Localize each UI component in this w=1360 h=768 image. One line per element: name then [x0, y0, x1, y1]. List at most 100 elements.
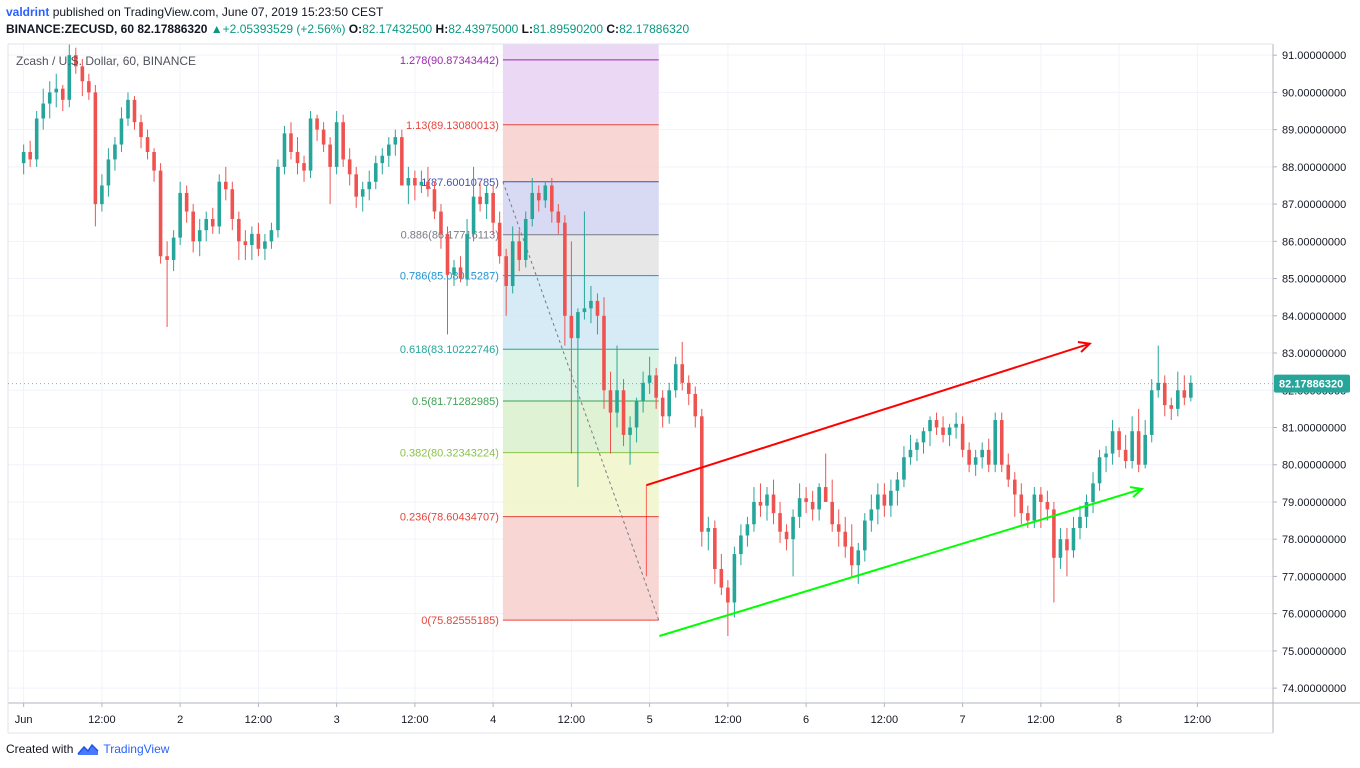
candle-body — [354, 174, 358, 197]
candle-body — [393, 137, 398, 145]
candle-body — [321, 129, 326, 145]
candle-body — [934, 420, 939, 428]
candle-body — [713, 528, 717, 569]
candle-body — [256, 233, 261, 249]
candle-body — [693, 393, 698, 417]
candle-body — [445, 233, 450, 275]
candle-body — [439, 211, 443, 234]
y-tick-label: 91.00000000 — [1282, 50, 1346, 62]
candle-body — [452, 267, 456, 275]
fib-zone — [502, 400, 659, 453]
candle-body — [817, 487, 821, 510]
published-text: published on TradingView.com, June 07, 2… — [52, 5, 384, 19]
candle-body — [686, 382, 691, 394]
candle-body — [908, 449, 913, 458]
candle-body — [706, 528, 711, 532]
trend-channel[interactable] — [645, 341, 1145, 637]
candle-body — [184, 192, 189, 212]
candle-body — [282, 133, 287, 167]
candle-body — [556, 211, 561, 223]
chart-legend-title: Zcash / U.S. Dollar, 60, BINANCE — [16, 54, 197, 68]
candle-body — [563, 222, 567, 316]
candle-body — [876, 494, 880, 510]
candle-body — [191, 211, 195, 242]
fib-level-label: 0.236(78.60434707) — [400, 512, 499, 524]
candle-body — [765, 494, 769, 506]
candle-body — [197, 230, 202, 242]
candle-body — [849, 546, 854, 566]
candle-body — [700, 416, 704, 532]
close-label: C: — [606, 22, 620, 36]
candle-body — [719, 568, 724, 588]
candle-body — [458, 267, 463, 279]
y-tick-label: 79.00000000 — [1282, 497, 1346, 509]
current-price-tag-label: 82.17886320 — [1279, 379, 1343, 391]
fib-zone — [502, 59, 659, 125]
y-tick-label: 80.00000000 — [1282, 460, 1346, 472]
candle-body — [491, 192, 495, 223]
tradingview-link[interactable]: TradingView — [103, 742, 170, 756]
fib-zone — [502, 181, 659, 235]
current-price-tag-bg — [1274, 374, 1350, 393]
x-tick-label: 2 — [177, 714, 183, 726]
y-tick-label: 89.00000000 — [1282, 125, 1346, 137]
candle-body — [628, 427, 632, 435]
symbol-label: BINANCE:ZECUSD, 60 — [6, 22, 135, 36]
x-tick-label: 12:00 — [88, 714, 116, 726]
fib-zone — [502, 349, 659, 401]
channel-lower-line-arrowhead — [1129, 486, 1145, 498]
candle-body — [804, 498, 808, 502]
candle-body — [471, 196, 476, 234]
candle-body — [113, 144, 117, 160]
candle-body — [400, 137, 404, 186]
candle-body — [1052, 509, 1056, 558]
candle-body — [523, 218, 528, 260]
candle-body — [419, 181, 424, 186]
candle-body — [999, 420, 1004, 465]
candle-body — [732, 554, 737, 603]
candle-body — [1045, 501, 1050, 510]
candle-body — [308, 118, 313, 171]
candle-body — [947, 427, 952, 435]
candle-body — [387, 144, 391, 156]
candle-body — [93, 92, 98, 205]
channel-upper-line — [646, 342, 1091, 487]
candle-body — [784, 531, 789, 540]
last-price: 82.17886320 — [137, 22, 208, 36]
candle-body — [954, 423, 958, 428]
candle-body — [856, 550, 861, 566]
candle-body — [302, 163, 306, 171]
candle-body — [993, 420, 998, 465]
candle-body — [1071, 528, 1076, 551]
candle-body — [941, 427, 945, 435]
candle-body — [823, 487, 828, 502]
fibonacci-retracement[interactable]: 0(75.82555185) 0.236(78.60434707) 0.382(80… — [400, 44, 660, 627]
x-tick-label: 12:00 — [245, 714, 273, 726]
candle-body — [126, 99, 130, 119]
candle-body — [797, 498, 802, 517]
ohlc-header: BINANCE:ZECUSD, 60 82.17886320 ▲+2.05393… — [6, 22, 689, 36]
candle-body — [334, 122, 339, 167]
candle-body — [484, 192, 489, 205]
candle-body — [745, 524, 750, 536]
candle-body — [836, 524, 841, 532]
y-tick-label: 88.00000000 — [1282, 162, 1346, 174]
axes: 91.00000000 90.00000000 89.00000000 88.0000… — [7, 43, 1360, 734]
author-link[interactable]: valdrint — [6, 5, 50, 19]
candle-body — [980, 449, 984, 458]
fib-level-label: 0.786(85.08015287) — [400, 271, 499, 283]
fib-level-label: 0.618(83.10222746) — [400, 344, 499, 356]
candle-body — [67, 55, 72, 100]
candle-body — [413, 178, 417, 186]
fib-level-label: 1.278(90.87343442) — [400, 55, 499, 67]
x-tick-label: 12:00 — [1027, 714, 1055, 726]
candle-body — [250, 233, 254, 246]
candle-body — [237, 218, 241, 242]
x-tick-label: 8 — [1116, 714, 1122, 726]
candle-body — [928, 420, 932, 432]
candle-body — [1039, 494, 1043, 502]
candle-body — [869, 509, 874, 521]
candle-body — [54, 88, 59, 93]
candle-body — [986, 449, 991, 465]
